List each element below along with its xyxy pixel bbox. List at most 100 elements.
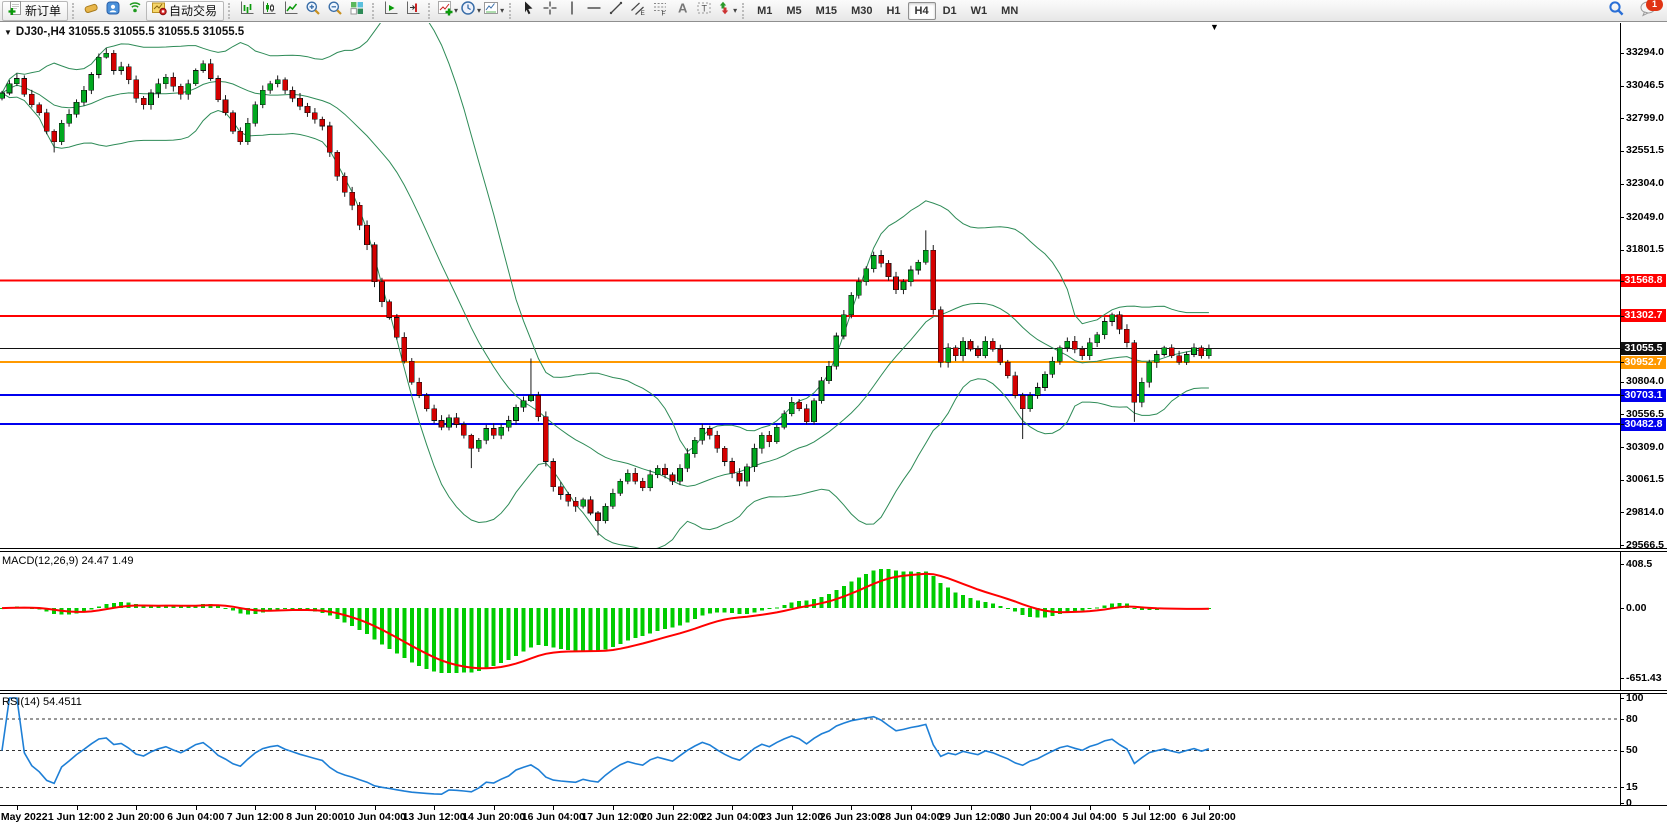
toolbar-separator	[509, 2, 513, 19]
new-order-button[interactable]: 新订单	[2, 0, 69, 21]
chart-bar-button[interactable]	[236, 1, 258, 21]
crosshair-button[interactable]	[539, 1, 561, 21]
symbol-info[interactable]: ▼ DJ30-,H4 31055.5 31055.5 31055.5 31055…	[4, 26, 244, 38]
auto-scroll-icon	[383, 0, 399, 21]
macd-panel-canvas[interactable]	[0, 552, 1667, 690]
time-tick-mark	[493, 806, 495, 810]
axis-tick-mark	[1620, 608, 1624, 610]
axis-tick-label: 32049.0	[1626, 210, 1664, 223]
axis-tick-mark	[1620, 787, 1624, 789]
panel-splitter[interactable]	[0, 690, 1667, 694]
timeframe-h4-button[interactable]: H4	[907, 1, 936, 20]
axis-tick-label: 0.00	[1626, 601, 1647, 614]
time-tick-mark	[1030, 806, 1032, 810]
metaeditor-button[interactable]	[102, 1, 124, 21]
data-window-button[interactable]	[80, 1, 102, 21]
crosshair-icon	[542, 0, 558, 21]
trendline-button[interactable]	[605, 1, 627, 21]
rsi-label: RSI(14) 54.4511	[2, 696, 82, 708]
chart-shift-marker-icon[interactable]: ▼	[1210, 22, 1219, 32]
channel-button[interactable]: E	[627, 1, 649, 21]
time-tick-mark	[195, 806, 197, 810]
timeframe-h1-button[interactable]: H1	[886, 4, 901, 17]
zoom-out-button[interactable]	[324, 1, 346, 21]
axis-tick-label: 32551.5	[1626, 144, 1664, 157]
signals-icon	[127, 0, 143, 21]
axis-tick-label: 30804.0	[1626, 375, 1664, 388]
axis-tick-label: 32304.0	[1626, 177, 1664, 190]
chevron-down-icon[interactable]: ▾	[477, 6, 482, 15]
symbol-info-text: DJ30-,H4 31055.5 31055.5 31055.5 31055.5	[15, 26, 245, 38]
timeframe-mn-button[interactable]: MN	[1001, 4, 1019, 17]
vertical-line-icon	[564, 0, 580, 21]
chart-shift-button[interactable]	[402, 1, 424, 21]
axis-tick-mark	[1620, 479, 1624, 481]
time-axis-label: 16 Jun 04:00	[521, 811, 585, 823]
rsi-panel-canvas[interactable]	[0, 694, 1667, 805]
time-axis-label: 22 Jun 04:00	[700, 811, 764, 823]
panel-splitter[interactable]	[0, 548, 1667, 552]
indicators-button[interactable]: ▾	[436, 1, 459, 21]
timeframe-d1-button[interactable]: D1	[942, 4, 957, 17]
autotrading-button[interactable]: 自动交易	[146, 0, 225, 21]
text-icon: A	[674, 0, 690, 21]
time-axis-label: 17 Jun 12:00	[581, 811, 645, 823]
line-chart-icon	[283, 0, 299, 21]
fibonacci-button[interactable]: F	[649, 1, 671, 21]
axis-tick-mark	[1620, 249, 1624, 251]
chevron-down-icon[interactable]: ▾	[733, 6, 738, 15]
main-toolbar: 新订单 自动交易 ▾ ▾ ▾ E F A T ▾ M1 M5 M15 M30 H…	[0, 0, 1667, 22]
axis-tick-mark	[1620, 678, 1624, 680]
timeframe-w1-button[interactable]: W1	[970, 4, 988, 17]
timeframe-m15-button[interactable]: M15	[815, 4, 838, 17]
time-tick-mark	[255, 806, 257, 810]
chevron-down-icon[interactable]: ▾	[500, 6, 505, 15]
auto-scroll-button[interactable]	[380, 1, 402, 21]
price-level-badge: 30703.1	[1621, 388, 1666, 402]
axis-tick-label: -651.43	[1626, 671, 1662, 684]
vertical-line-button[interactable]	[561, 1, 583, 21]
timeframe-m1-button[interactable]: M1	[757, 4, 773, 17]
cursor-button[interactable]	[517, 1, 539, 21]
horizontal-line-button[interactable]	[583, 1, 605, 21]
toolbar-separator	[228, 2, 232, 19]
label-button[interactable]: T	[693, 1, 715, 21]
symbol-collapse-icon[interactable]: ▼	[4, 27, 12, 37]
time-axis-label: 5 Jul 12:00	[1122, 811, 1177, 823]
toolbar-separator	[372, 2, 376, 19]
templates-button[interactable]: ▾	[482, 1, 505, 21]
arrows-button[interactable]: ▾	[715, 1, 738, 21]
time-axis-label: 10 Jun 04:00	[342, 811, 407, 823]
price-axis[interactable]: 33294.0 33046.5 32799.0 32551.5 32304.0 32049…	[1620, 22, 1667, 809]
axis-tick-mark	[1620, 447, 1624, 449]
time-axis-label: 20 Jun 22:00	[640, 811, 705, 823]
axis-tick-mark	[1620, 545, 1624, 547]
new-order-icon	[7, 0, 23, 21]
chart-line-button[interactable]	[280, 1, 302, 21]
main-chart-canvas[interactable]	[0, 23, 1667, 548]
search-button[interactable]	[1605, 0, 1627, 21]
metaeditor-icon	[105, 0, 121, 21]
chevron-down-icon[interactable]: ▾	[454, 6, 459, 15]
axis-tick-mark	[1620, 564, 1624, 566]
time-axis-label: 31 May 2022	[0, 811, 48, 823]
timeframe-m30-button[interactable]: M30	[851, 4, 873, 17]
chart-candles-button[interactable]	[258, 1, 280, 21]
notifications-button[interactable]: 1	[1637, 0, 1663, 21]
toolbar-separator	[428, 2, 432, 19]
axis-tick-mark	[1620, 315, 1624, 317]
axis-tick-mark	[1620, 395, 1624, 397]
signals-button[interactable]	[124, 1, 146, 21]
axis-tick-mark	[1620, 803, 1624, 804]
zoom-in-button[interactable]	[302, 1, 324, 21]
text-label-icon: T	[696, 0, 712, 21]
tile-windows-button[interactable]	[346, 1, 368, 21]
tile-windows-icon	[349, 0, 365, 21]
time-tick-mark	[791, 806, 793, 810]
text-button[interactable]: A	[671, 1, 693, 21]
time-axis-label: 8 Jun 20:00	[286, 811, 344, 823]
timeframe-m5-button[interactable]: M5	[786, 4, 802, 17]
axis-tick-mark	[1620, 118, 1624, 120]
periods-button[interactable]: ▾	[459, 1, 482, 21]
